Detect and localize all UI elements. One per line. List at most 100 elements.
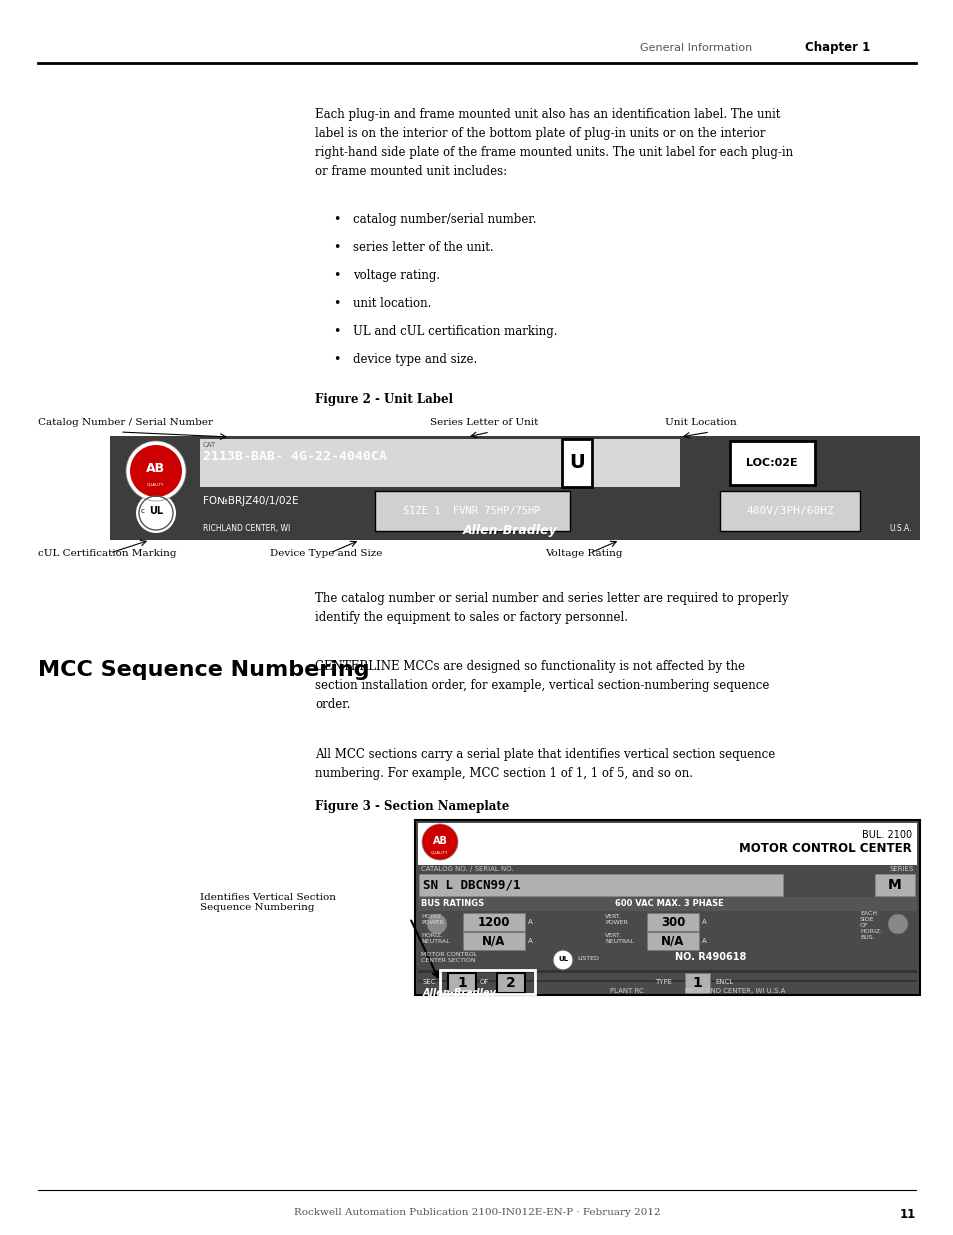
Text: A: A <box>527 939 532 944</box>
Circle shape <box>136 493 175 534</box>
Text: NEUTRAL: NEUTRAL <box>604 939 633 944</box>
Text: 1200: 1200 <box>477 915 510 929</box>
Text: 600 VAC MAX. 3 PHASE: 600 VAC MAX. 3 PHASE <box>615 899 723 909</box>
Text: Allen-Bradley: Allen-Bradley <box>462 524 557 537</box>
Text: HORIZ.: HORIZ. <box>420 914 442 919</box>
Text: POWER: POWER <box>420 920 443 925</box>
Text: AB: AB <box>146 462 166 475</box>
Bar <box>439 969 535 994</box>
Text: VERT.: VERT. <box>604 914 621 919</box>
Text: NO. R490618: NO. R490618 <box>675 952 745 962</box>
Bar <box>497 973 524 993</box>
Text: ENCL: ENCL <box>714 979 733 986</box>
Circle shape <box>130 445 182 496</box>
Text: voltage rating.: voltage rating. <box>353 269 439 282</box>
Text: BUS.: BUS. <box>859 935 874 940</box>
Text: UL: UL <box>558 956 567 962</box>
Bar <box>684 973 709 993</box>
Bar <box>448 973 476 993</box>
Text: A: A <box>701 939 706 944</box>
Text: U.S.A.: U.S.A. <box>888 524 911 534</box>
Text: The catalog number or serial number and series letter are required to properly
i: The catalog number or serial number and … <box>314 592 788 624</box>
Text: 300: 300 <box>660 915 684 929</box>
Text: EACH: EACH <box>859 911 876 916</box>
Text: MCC Sequence Numbering: MCC Sequence Numbering <box>38 659 369 680</box>
Text: U: U <box>569 453 584 473</box>
Text: 2113B-BAB- 4G-22-4040CA: 2113B-BAB- 4G-22-4040CA <box>203 450 387 463</box>
Text: AB: AB <box>432 836 447 846</box>
Text: 1: 1 <box>456 976 466 990</box>
Bar <box>418 874 781 897</box>
Text: SERIES: SERIES <box>889 866 913 872</box>
Text: Figure 2 - Unit Label: Figure 2 - Unit Label <box>314 393 453 406</box>
Text: RICHLAND CENTER, WI: RICHLAND CENTER, WI <box>203 524 290 534</box>
Bar <box>646 932 699 950</box>
Text: LOC:02E: LOC:02E <box>745 458 797 468</box>
Circle shape <box>126 441 186 501</box>
Text: 480V/3PH/60HZ: 480V/3PH/60HZ <box>745 506 833 516</box>
Bar <box>729 441 814 485</box>
Text: 11: 11 <box>899 1208 915 1221</box>
Text: HORIZ.: HORIZ. <box>859 929 882 934</box>
Bar <box>200 438 679 487</box>
Text: UL and cUL certification marking.: UL and cUL certification marking. <box>353 325 557 338</box>
Text: Unit Location: Unit Location <box>664 417 736 427</box>
Text: cUL Certification Marking: cUL Certification Marking <box>38 550 176 558</box>
Text: N/A: N/A <box>660 935 684 947</box>
Text: BUL. 2100: BUL. 2100 <box>861 830 911 840</box>
Text: FO№BRJZ40/1/02E: FO№BRJZ40/1/02E <box>203 496 298 506</box>
Circle shape <box>427 914 447 934</box>
Text: All MCC sections carry a serial plate that identifies vertical section sequence
: All MCC sections carry a serial plate th… <box>314 748 775 781</box>
Text: Chapter 1: Chapter 1 <box>804 42 869 54</box>
Text: •: • <box>333 325 340 338</box>
Bar <box>720 492 859 531</box>
Text: •: • <box>333 269 340 282</box>
Text: SN L DBCN99/1: SN L DBCN99/1 <box>422 878 520 892</box>
Text: Series Letter of Unit: Series Letter of Unit <box>430 417 537 427</box>
Text: Each plug-in and frame mounted unit also has an identification label. The unit
l: Each plug-in and frame mounted unit also… <box>314 107 792 178</box>
Circle shape <box>553 950 573 969</box>
Text: CENTERLINE MCCs are designed so functionality is not affected by the
section ins: CENTERLINE MCCs are designed so function… <box>314 659 768 711</box>
Circle shape <box>421 824 457 860</box>
Text: SIDE: SIDE <box>859 918 874 923</box>
Text: OF: OF <box>859 923 868 927</box>
Bar <box>415 820 919 995</box>
Text: MOTOR CONTROL: MOTOR CONTROL <box>420 952 476 957</box>
Text: •: • <box>333 241 340 254</box>
Text: 2: 2 <box>506 976 516 990</box>
Text: c: c <box>141 508 145 514</box>
Text: OF: OF <box>479 979 489 986</box>
Text: Identifies Vertical Section
Sequence Numbering: Identifies Vertical Section Sequence Num… <box>200 893 335 913</box>
Text: VERT.: VERT. <box>604 932 621 939</box>
Text: unit location.: unit location. <box>353 296 431 310</box>
Text: TYPE: TYPE <box>655 979 671 986</box>
Text: RICHLAND CENTER, WI U.S.A: RICHLAND CENTER, WI U.S.A <box>684 988 784 994</box>
Text: Allen-Bradley: Allen-Bradley <box>422 988 497 998</box>
Bar <box>417 969 916 973</box>
Text: QUALITY: QUALITY <box>147 483 165 487</box>
Text: A: A <box>701 919 706 925</box>
Bar <box>417 897 916 911</box>
Bar <box>417 981 916 982</box>
Text: Figure 3 - Section Nameplate: Figure 3 - Section Nameplate <box>314 800 509 813</box>
Text: catalog number/serial number.: catalog number/serial number. <box>353 212 536 226</box>
Text: N/A: N/A <box>482 935 505 947</box>
Text: series letter of the unit.: series letter of the unit. <box>353 241 493 254</box>
Bar <box>462 913 524 931</box>
Bar <box>462 932 524 950</box>
Text: device type and size.: device type and size. <box>353 353 476 366</box>
Bar <box>561 438 592 487</box>
Text: Catalog Number / Serial Number: Catalog Number / Serial Number <box>38 417 213 427</box>
Text: UL: UL <box>149 506 163 516</box>
Text: •: • <box>333 353 340 366</box>
Circle shape <box>887 914 907 934</box>
Text: A: A <box>527 919 532 925</box>
Text: CAT: CAT <box>203 442 216 448</box>
Bar <box>646 913 699 931</box>
Text: LISTED: LISTED <box>577 956 598 961</box>
Text: CENTER SECTION: CENTER SECTION <box>420 958 476 963</box>
Text: 1: 1 <box>691 976 701 990</box>
Text: SEC: SEC <box>422 979 436 986</box>
Text: BUS RATINGS: BUS RATINGS <box>420 899 483 909</box>
Bar <box>375 492 569 531</box>
